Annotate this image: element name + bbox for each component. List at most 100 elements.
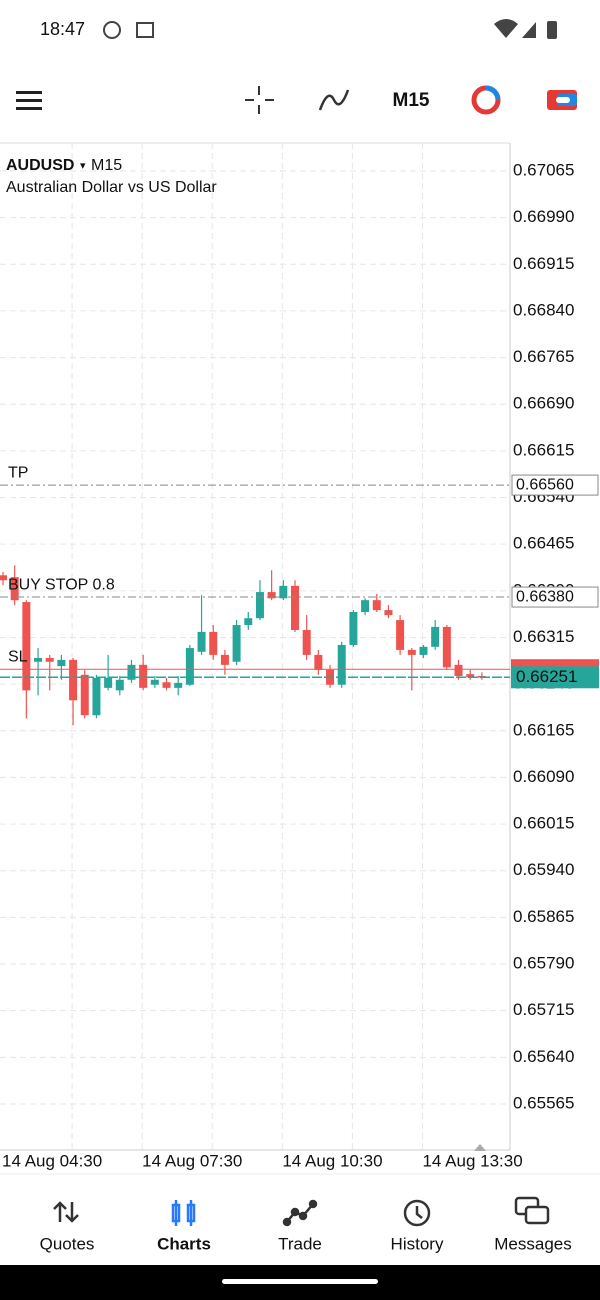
y-tick-label: 0.66840 [513, 300, 574, 319]
chart-subtitle: Australian Dollar vs US Dollar [6, 179, 217, 196]
nav-label[interactable]: Messages [494, 1234, 571, 1253]
candle-body [45, 658, 54, 662]
order-label: TP [8, 464, 28, 481]
candle-body [220, 654, 229, 665]
y-tick-label: 0.66990 [513, 207, 574, 226]
price-label: 0.66380 [516, 588, 574, 605]
candle-body [372, 600, 381, 611]
nav-label[interactable]: Quotes [40, 1234, 95, 1253]
account-button[interactable] [547, 90, 577, 110]
menu-button[interactable] [16, 91, 42, 110]
y-tick-label: 0.66090 [513, 767, 574, 786]
crosshair-button[interactable] [245, 86, 274, 114]
symbol[interactable]: AUDUSD [6, 157, 74, 174]
nav-icon [53, 1201, 79, 1223]
candle-body [69, 659, 78, 701]
candle-body [384, 610, 393, 616]
price-box [511, 474, 599, 496]
bottom-nav: Quotes Charts Trade History Messages [40, 1234, 572, 1253]
scroll-marker[interactable] [474, 1144, 486, 1151]
candle-body [349, 611, 358, 645]
timeframe-button[interactable]: M15 [393, 90, 430, 111]
y-tick-label: 0.66765 [513, 347, 574, 366]
trade-button[interactable] [471, 85, 501, 115]
candle-body [174, 682, 183, 688]
candle-body [80, 674, 89, 716]
candle-body [314, 654, 323, 670]
y-tick-label: 0.65790 [513, 954, 574, 973]
candle-body [244, 618, 253, 626]
candle-body [232, 625, 241, 662]
nav-icon [171, 1200, 196, 1226]
candle-body [255, 592, 264, 619]
y-tick-label: 0.65640 [513, 1047, 574, 1066]
y-tick-label: 0.67065 [513, 160, 574, 179]
chart-timeframe: M15 [91, 157, 122, 174]
candle-body [162, 682, 171, 688]
plot: 0.67065 0.66990 0.66915 0.66840 0.66765 0.666… [0, 143, 599, 1150]
nav-label[interactable]: Trade [278, 1234, 322, 1253]
y-tick-label: 0.66315 [513, 627, 574, 646]
nav-label[interactable]: History [391, 1234, 444, 1253]
y-tick-label: 0.65940 [513, 860, 574, 879]
bid-label: 0.66251 [516, 667, 577, 686]
candle-body [466, 674, 475, 678]
status-time: 18:47 [40, 19, 85, 39]
candle-body [115, 679, 124, 691]
battery-icon [547, 21, 557, 39]
candle-body [454, 664, 463, 677]
home-indicator [222, 1279, 378, 1284]
x-tick-label: 14 Aug 10:30 [282, 1151, 382, 1170]
candle-body [197, 631, 206, 652]
candle-body [150, 679, 159, 685]
order-label: BUY STOP 0.8 [8, 576, 115, 593]
candle-body [431, 626, 440, 647]
candle-body [104, 677, 113, 688]
wifi-icon [494, 19, 518, 38]
y-tick-label: 0.66690 [513, 394, 574, 413]
nav-icon [403, 1199, 431, 1227]
candle-body [92, 677, 101, 716]
candle-body [419, 646, 428, 655]
x-tick-label: 14 Aug 13:30 [422, 1151, 522, 1170]
price-label: 0.66560 [516, 476, 574, 493]
candle-body [139, 664, 148, 688]
y-tick-label: 0.66165 [513, 720, 574, 739]
status-icon [136, 22, 154, 38]
candle-body [185, 648, 194, 685]
nav-icon [514, 1196, 550, 1225]
y-tick-label: 0.66615 [513, 440, 574, 459]
candle-body [22, 602, 31, 691]
candle-body [302, 630, 311, 655]
y-tick-label: 0.65565 [513, 1093, 574, 1112]
candle-body [442, 626, 451, 668]
candle-body [279, 585, 288, 599]
candle-body [57, 659, 66, 667]
symbol-dropdown[interactable]: ▾ [80, 160, 86, 172]
x-tick-label: 14 Aug 04:30 [2, 1151, 102, 1170]
candle-body [209, 631, 218, 655]
nav-icon [282, 1199, 318, 1227]
y-tick-label: 0.65715 [513, 1000, 574, 1019]
candle-body [407, 649, 416, 655]
candle-body [337, 644, 346, 685]
candle-body [396, 620, 405, 650]
candle-body [10, 577, 19, 601]
nav-label[interactable]: Charts [157, 1234, 211, 1253]
x-tick-label: 14 Aug 07:30 [142, 1151, 242, 1170]
candle-body [0, 575, 7, 581]
indicators-button[interactable] [318, 89, 350, 111]
price-box [511, 586, 599, 608]
y-tick-label: 0.66015 [513, 814, 574, 833]
status-icon [103, 21, 121, 39]
candle-body [34, 658, 43, 662]
y-tick-label: 0.65865 [513, 907, 574, 926]
order-label: SL [8, 648, 28, 665]
y-tick-label: 0.66465 [513, 534, 574, 553]
candle-body [361, 600, 370, 612]
signal-icon [522, 22, 536, 38]
bid-box [511, 666, 599, 689]
y-tick-label: 0.66915 [513, 254, 574, 273]
